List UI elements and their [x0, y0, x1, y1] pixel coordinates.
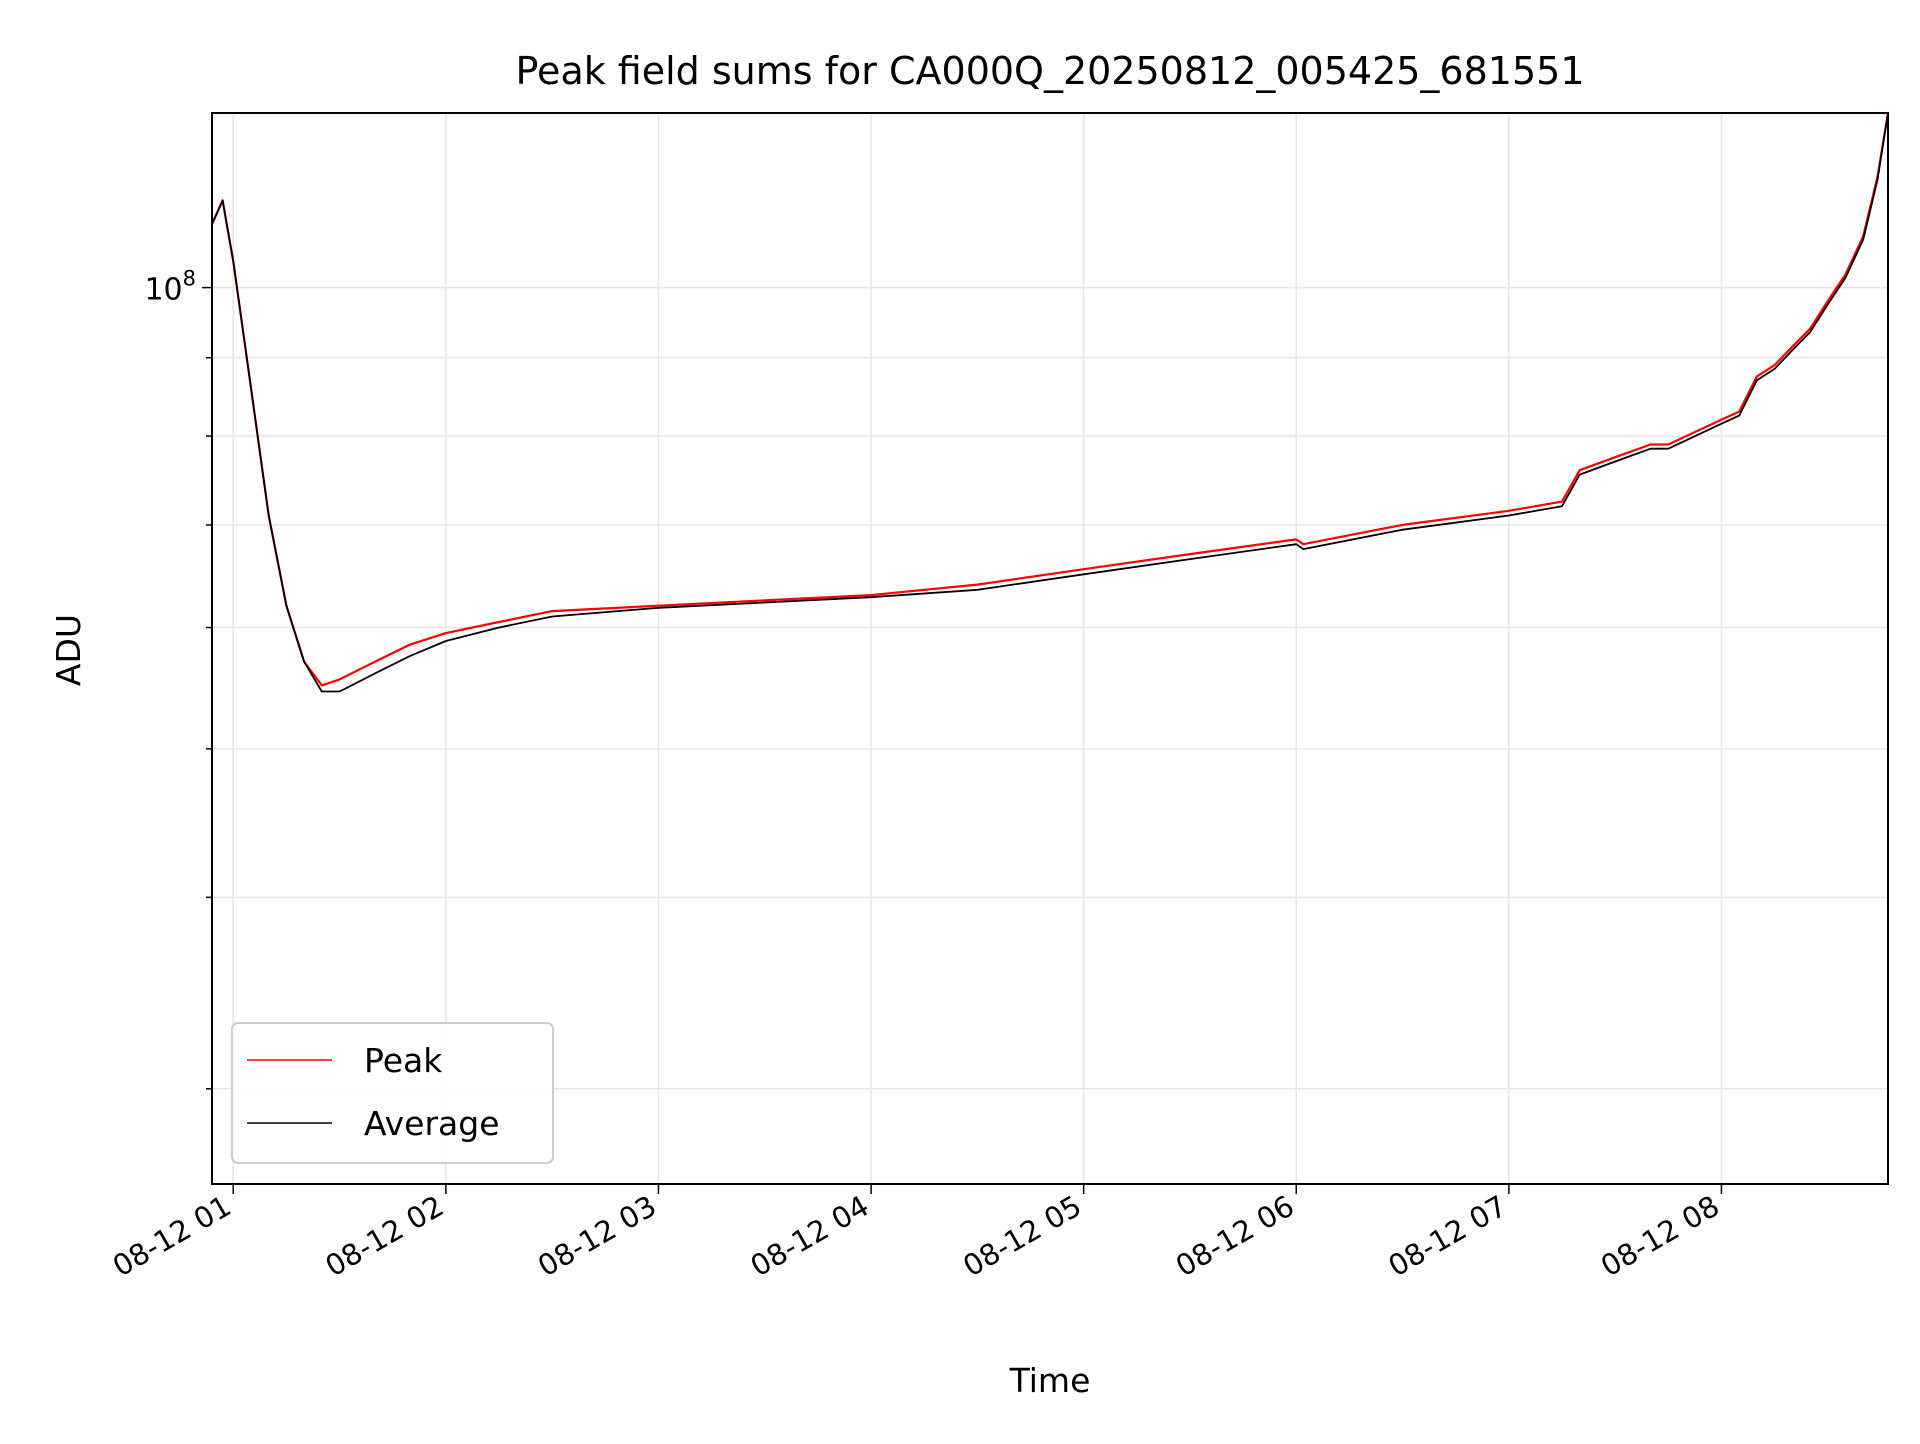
grid	[212, 113, 1888, 1184]
series-line-peak	[210, 112, 1890, 687]
legend-box	[231, 1022, 554, 1164]
legend: Peak Average	[231, 1022, 554, 1164]
plot-frame	[211, 112, 1889, 1185]
legend-label-average: Average	[364, 1104, 500, 1143]
chart-title: Peak field sums for CA000Q_20250812_0054…	[516, 49, 1585, 93]
y-axis-label: ADU	[49, 614, 88, 686]
y-tick-label: 108	[144, 267, 196, 308]
series-layer	[210, 112, 1890, 693]
series-line-average	[211, 112, 1889, 693]
legend-label-peak: Peak	[364, 1041, 443, 1080]
x-axis-label: Time	[1009, 1361, 1091, 1400]
